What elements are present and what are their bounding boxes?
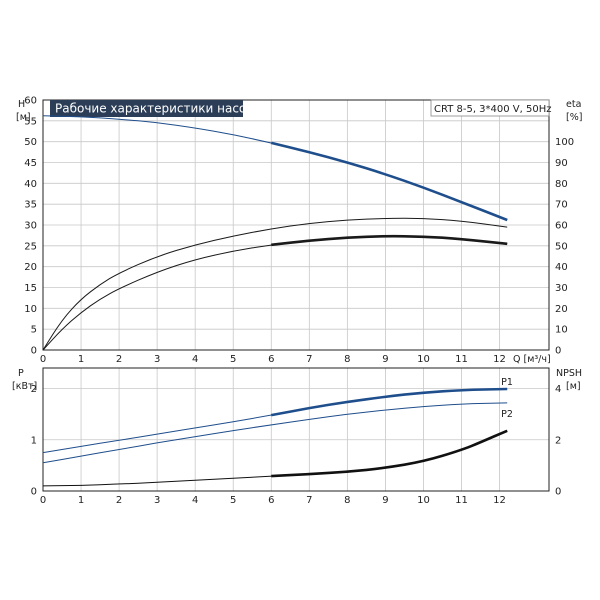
upper-left-tick-label: 60 <box>24 96 37 107</box>
lower-right-tick-label: 4 <box>555 384 561 395</box>
upper-right-tick-label: 90 <box>555 158 568 169</box>
chart-title: Рабочие характеристики насоса <box>55 102 260 116</box>
lower-x-tick-label: 0 <box>40 495 46 506</box>
lower-x-tick-label: 4 <box>192 495 198 506</box>
upper-x-tick-label: 4 <box>192 354 198 365</box>
tick-labels: 0 1 2 3 4 5 6 7 8 9 10 11 12051015202530354045505560… <box>24 96 574 507</box>
lower-x-tick-label: 2 <box>116 495 122 506</box>
upper-x-tick-label: 1 <box>78 354 84 365</box>
upper-left-tick-label: 50 <box>24 137 37 148</box>
upper-left-tick-label: 25 <box>24 241 37 252</box>
lower-right-tick-label: 2 <box>555 435 561 446</box>
series-P1-line <box>42 388 508 454</box>
lower-right-tick-label: 0 <box>555 487 561 498</box>
lower-left-tick-label: 2 <box>31 384 37 395</box>
upper-x-tick-label: 3 <box>154 354 160 365</box>
upper-right-tick-label: 30 <box>555 283 568 294</box>
left-axis-unit-H: [м] <box>16 112 31 123</box>
upper-left-tick-label: 20 <box>24 262 37 273</box>
series-labels: P1 P2 <box>501 377 513 420</box>
lower-grid <box>43 368 549 491</box>
series-P1-operating-range <box>271 387 508 417</box>
left-axis-title-H: H <box>18 99 25 110</box>
upper-x-tick-label: 12 <box>493 354 506 365</box>
lower-x-tick-label: 9 <box>382 495 388 506</box>
upper-left-tick-label: 55 <box>24 116 37 127</box>
series-P2-line <box>42 402 508 464</box>
lower-left-tick-label: 1 <box>31 435 37 446</box>
upper-left-tick-label: 35 <box>24 200 37 211</box>
series-label-P1: P1 <box>501 377 513 388</box>
lower-x-tick-label: 7 <box>306 495 312 506</box>
series-eta_lower-line <box>42 235 508 351</box>
upper-left-tick-label: 0 <box>31 346 37 357</box>
upper-x-tick-label: 11 <box>455 354 468 365</box>
upper-x-tick-label: 8 <box>344 354 350 365</box>
upper-right-tick-label: 100 <box>555 137 574 148</box>
lower-x-tick-label: 11 <box>455 495 468 506</box>
model-label: CRT 8-5, 3*400 V, 50Hz <box>434 104 552 115</box>
right-axis-unit-eta: [%] <box>566 112 582 123</box>
upper-x-tick-label: 0 <box>40 354 46 365</box>
upper-left-tick-label: 5 <box>31 325 37 336</box>
lower-left-tick-label: 0 <box>31 487 37 498</box>
left-axis-title-P: P <box>18 368 24 379</box>
upper-x-tick-label: 2 <box>116 354 122 365</box>
upper-left-tick-label: 30 <box>24 221 37 232</box>
right-axis-title-eta: eta <box>566 99 581 110</box>
lower-x-tick-label: 12 <box>493 495 506 506</box>
upper-x-tick-label: 7 <box>306 354 312 365</box>
upper-right-tick-label: 60 <box>555 221 568 232</box>
upper-right-tick-label: 70 <box>555 200 568 211</box>
series-label-P2: P2 <box>501 409 513 420</box>
right-axis-unit-NPSH: [м] <box>566 381 581 392</box>
upper-left-tick-label: 15 <box>24 283 37 294</box>
lower-x-tick-label: 5 <box>230 495 236 506</box>
upper-right-tick-label: 40 <box>555 262 568 273</box>
series-eta_lower-operating-range <box>271 234 508 247</box>
upper-right-tick-label: 50 <box>555 241 568 252</box>
right-axis-title-NPSH: NPSH <box>556 368 582 379</box>
upper-x-tick-label: 9 <box>382 354 388 365</box>
series-NPSH-operating-range <box>271 429 508 478</box>
upper-right-tick-label: 10 <box>555 325 568 336</box>
upper-x-tick-label: 6 <box>268 354 274 365</box>
lower-plot-frame <box>42 367 550 492</box>
upper-x-tick-label: 10 <box>417 354 430 365</box>
left-axis-unit-P: [кВт] <box>12 381 37 392</box>
series-H-operating-range <box>270 141 508 222</box>
upper-x-tick-label: 5 <box>230 354 236 365</box>
title-banner <box>50 100 243 117</box>
upper-left-tick-label: 10 <box>24 304 37 315</box>
upper-left-tick-label: 45 <box>24 158 37 169</box>
series-eta_upper-line <box>42 217 508 351</box>
upper-right-tick-label: 80 <box>555 179 568 190</box>
upper-plot-frame <box>42 99 550 351</box>
upper-right-tick-label: 20 <box>555 304 568 315</box>
x-axis-title-Q: Q [м³/ч] <box>513 354 551 365</box>
lower-x-tick-label: 10 <box>417 495 430 506</box>
lower-x-tick-label: 1 <box>78 495 84 506</box>
lower-x-tick-label: 8 <box>344 495 350 506</box>
model-label-box <box>430 99 550 117</box>
upper-right-tick-label: 0 <box>555 346 561 357</box>
series-lines <box>42 115 508 487</box>
upper-left-tick-label: 40 <box>24 179 37 190</box>
lower-x-tick-label: 3 <box>154 495 160 506</box>
lower-x-tick-label: 6 <box>268 495 274 506</box>
